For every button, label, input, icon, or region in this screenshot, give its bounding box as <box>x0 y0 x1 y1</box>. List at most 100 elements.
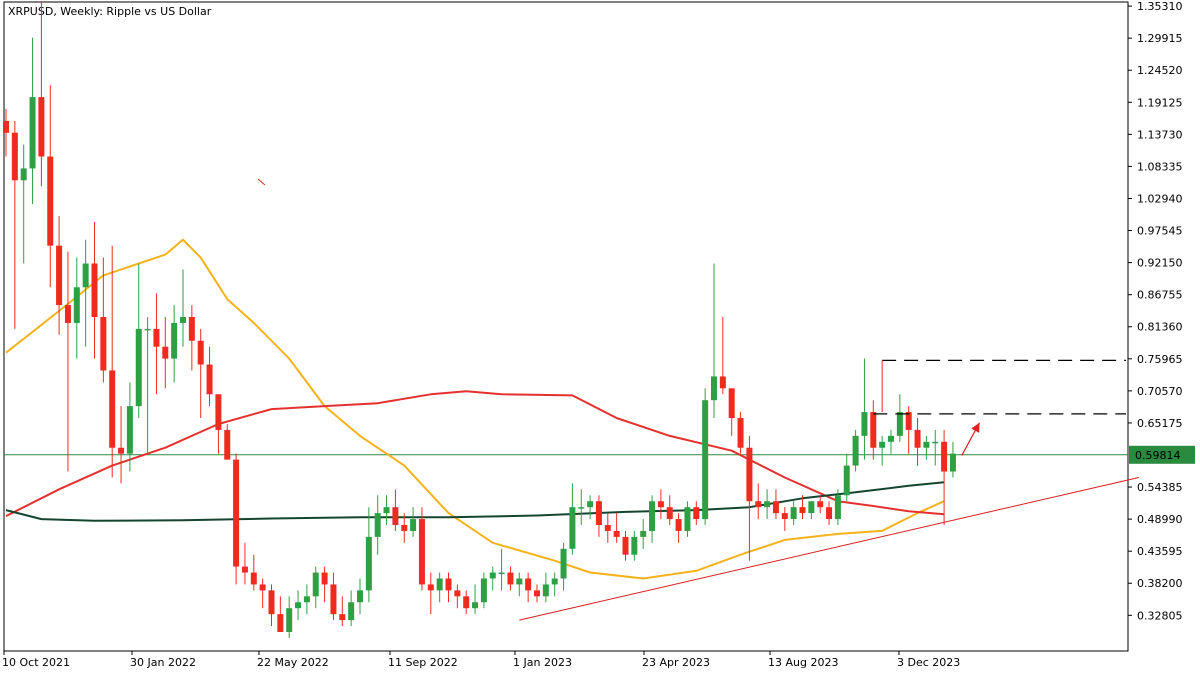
candle-body <box>268 590 275 615</box>
candle-body <box>896 412 903 436</box>
candle-body <box>321 572 328 585</box>
y-tick-label: 0.65175 <box>1137 417 1183 430</box>
candle-body <box>312 572 319 597</box>
candle-body <box>772 501 779 514</box>
candle-body <box>463 596 470 609</box>
candle-body <box>649 501 656 531</box>
candle-body <box>250 572 257 585</box>
candle-body <box>817 501 824 508</box>
candle-body <box>534 590 540 597</box>
y-tick-label: 0.38200 <box>1137 577 1183 590</box>
candle-body <box>454 590 461 597</box>
x-tick-label: 30 Jan 2022 <box>130 656 196 669</box>
candle-body <box>472 602 479 609</box>
candle-body <box>719 376 726 389</box>
candle-body <box>126 406 133 454</box>
candle-body <box>578 507 585 509</box>
support-trendline <box>519 476 1139 621</box>
candle-body <box>91 263 98 317</box>
candle-body <box>153 328 160 347</box>
candle-body <box>374 513 381 537</box>
x-tick-label: 23 Apr 2023 <box>642 656 710 669</box>
candle-body <box>657 501 664 508</box>
candle-body <box>348 602 355 621</box>
candle-body <box>852 435 859 466</box>
candle-body <box>551 578 558 585</box>
current-price-label: 0.59814 <box>1135 449 1181 462</box>
x-tick-label: 13 Aug 2023 <box>768 656 838 669</box>
candle-body <box>764 501 771 508</box>
candle-body <box>587 501 594 508</box>
candle-body <box>507 572 514 585</box>
candle-body <box>241 566 248 573</box>
candle-body <box>64 305 71 323</box>
candle-body <box>233 459 240 567</box>
candle-body <box>180 316 186 323</box>
stray-mark <box>257 178 266 186</box>
candle-body <box>843 465 850 496</box>
candle-body <box>799 507 806 514</box>
candle-body <box>135 328 142 407</box>
y-tick-label: 1.08335 <box>1137 160 1183 173</box>
candle-body <box>118 447 125 454</box>
candle-body <box>401 525 408 531</box>
fast-ma-line <box>5 238 945 580</box>
chart-title: XRPUSD, Weekly: Ripple vs US Dollar <box>8 5 212 18</box>
candle-body <box>905 412 912 430</box>
mid-ma-line <box>5 390 945 517</box>
candle-body <box>693 507 700 520</box>
candle-body <box>303 596 310 603</box>
candle-body <box>498 572 505 575</box>
candle-body <box>516 578 523 585</box>
candle-body <box>259 584 266 591</box>
candle-body <box>38 97 45 157</box>
y-tick-label: 1.24520 <box>1137 64 1183 77</box>
candle-body <box>188 316 195 341</box>
candle-body <box>941 441 948 472</box>
candle-body <box>489 572 496 579</box>
candle-body <box>870 412 877 448</box>
candle-body <box>746 447 753 502</box>
candle-body <box>808 501 815 514</box>
y-tick-label: 1.02940 <box>1137 192 1183 205</box>
candle-body <box>144 328 151 331</box>
candle-body <box>640 530 647 537</box>
candle-body <box>56 245 63 306</box>
candle-body <box>330 584 337 615</box>
forecast-arrow-head <box>971 422 980 433</box>
candle-body <box>684 507 691 531</box>
candle-body <box>295 602 302 609</box>
candle-body <box>525 578 532 591</box>
candle-body <box>162 346 169 359</box>
candle-body <box>755 501 762 508</box>
y-tick-label: 1.29915 <box>1137 32 1183 45</box>
candle-body <box>595 501 602 526</box>
candle-body <box>383 507 390 514</box>
current-price-badge <box>1129 445 1195 464</box>
x-tick-label: 3 Dec 2023 <box>897 656 960 669</box>
y-tick-label: 0.48990 <box>1137 513 1183 526</box>
candle-body <box>826 507 833 520</box>
candle-body <box>711 376 717 401</box>
candle-body <box>29 97 36 169</box>
candle-body <box>560 548 567 579</box>
y-tick-label: 0.92150 <box>1137 257 1183 270</box>
x-tick-label: 1 Jan 2023 <box>513 656 572 669</box>
y-tick-label: 0.97545 <box>1137 225 1183 238</box>
candle-body <box>932 441 939 444</box>
candle-body <box>171 322 178 359</box>
candle-body <box>339 614 346 621</box>
candle-body <box>20 168 27 181</box>
candle-body <box>702 400 709 520</box>
candle-body <box>197 340 204 365</box>
candle-body <box>613 530 620 537</box>
x-tick-label: 10 Oct 2021 <box>2 656 70 669</box>
candle-body <box>82 263 89 288</box>
x-tick-label: 22 May 2022 <box>257 656 329 669</box>
y-tick-label: 0.43595 <box>1137 545 1183 558</box>
y-tick-label: 0.86755 <box>1137 289 1183 302</box>
candle-body <box>445 578 452 591</box>
y-tick-label: 1.19125 <box>1137 96 1183 109</box>
